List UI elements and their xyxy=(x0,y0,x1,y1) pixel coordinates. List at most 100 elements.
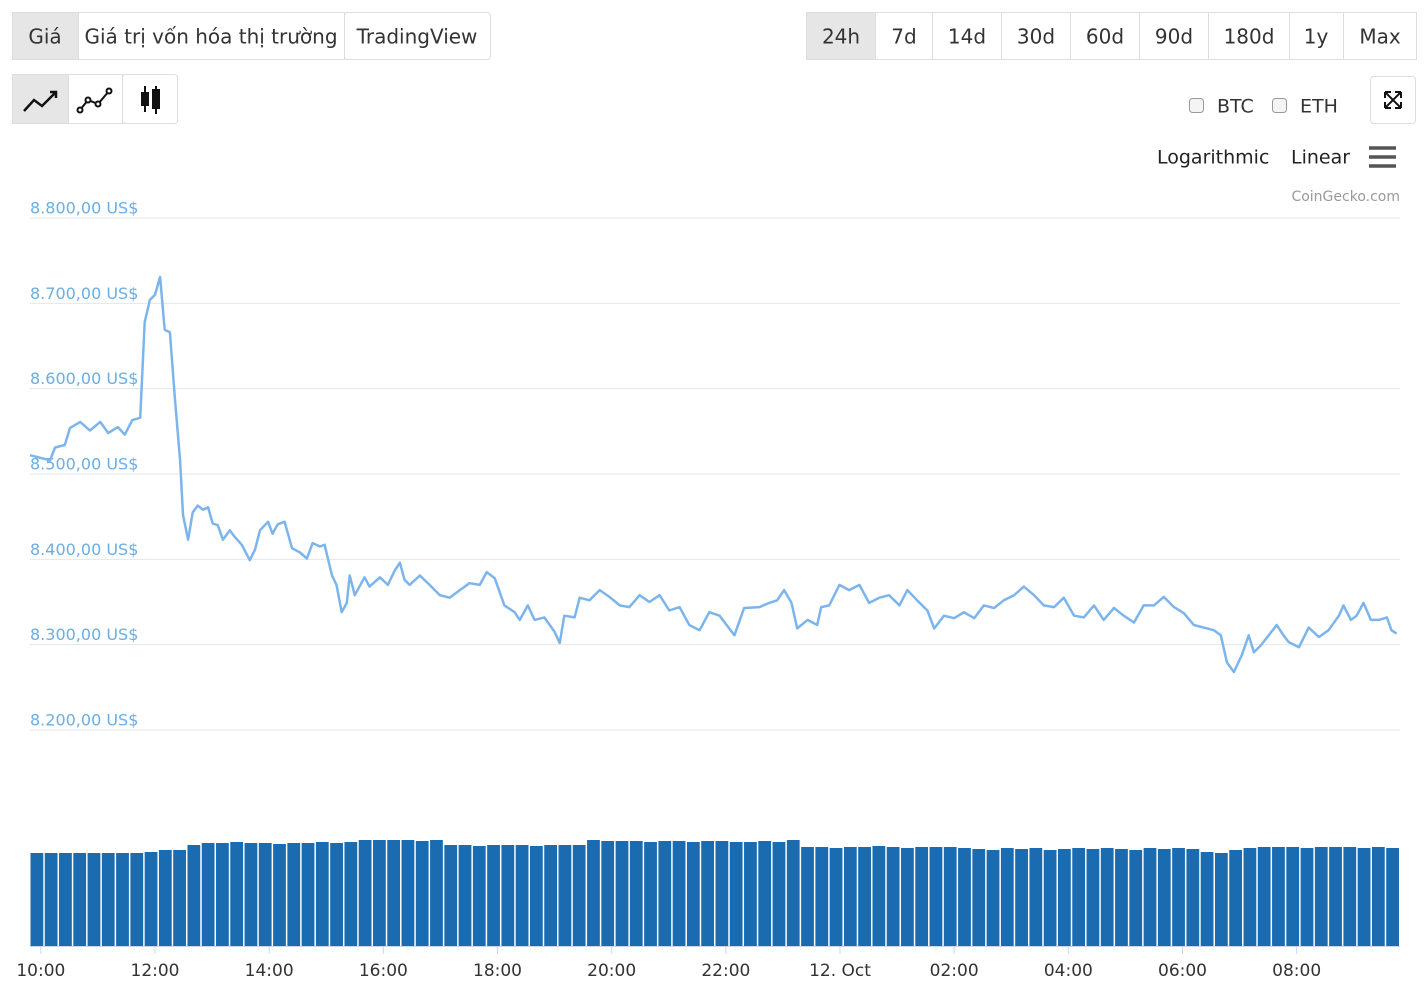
volume-bar xyxy=(529,846,543,946)
volume-bar xyxy=(1143,848,1157,946)
volume-bar xyxy=(1200,852,1214,946)
tab-button[interactable] xyxy=(344,12,491,60)
range-button[interactable] xyxy=(875,12,933,60)
checkbox[interactable] xyxy=(1272,98,1287,113)
volume-bar xyxy=(972,849,986,946)
volume-bar xyxy=(1058,849,1071,946)
tab-button[interactable] xyxy=(12,12,79,60)
volume-bar xyxy=(701,841,714,946)
range-label: 7d xyxy=(891,25,916,49)
volume-bar xyxy=(1300,848,1314,946)
range-button[interactable] xyxy=(1289,12,1344,60)
volume-bar xyxy=(672,841,686,946)
volume-bar xyxy=(30,853,44,946)
plot: 8.800,00 US$ 8.700,00 US$ 8.600,00 US$ 8.50… xyxy=(16,199,1400,981)
range-label: 90d xyxy=(1155,25,1193,49)
volume-bar xyxy=(744,842,757,946)
volume-bar xyxy=(1072,848,1086,946)
volume-bar xyxy=(729,842,743,946)
volume-bar xyxy=(943,847,957,946)
range-label: 14d xyxy=(948,25,986,49)
x-tick-label: 10:00 xyxy=(16,961,65,981)
volume-bar xyxy=(929,847,943,946)
candle-icon xyxy=(141,86,160,114)
volume-bar xyxy=(1157,849,1171,946)
range-button[interactable] xyxy=(932,12,1002,60)
volume-bar xyxy=(587,840,600,946)
y-tick-label: 8.700,00 US$ xyxy=(30,284,138,303)
volume-bar xyxy=(1115,849,1128,946)
volume-bar xyxy=(815,847,829,946)
volume-bar xyxy=(472,846,486,946)
range-label: 180d xyxy=(1224,25,1275,49)
volume-bar xyxy=(1214,853,1228,946)
range-label: 30d xyxy=(1017,25,1055,49)
chart-type-button[interactable] xyxy=(68,74,123,124)
volume-bar xyxy=(1186,849,1200,946)
chart-type-button[interactable] xyxy=(122,74,178,124)
x-tick-label: 14:00 xyxy=(245,961,294,981)
volume-bar xyxy=(615,841,629,946)
scale-option[interactable]: Logarithmic xyxy=(1157,147,1269,169)
x-tick-label: 12:00 xyxy=(131,961,180,981)
volume-bar xyxy=(158,850,172,946)
volume-bar xyxy=(786,840,800,946)
volume-bar xyxy=(1371,847,1385,946)
volume-bar xyxy=(1043,850,1057,946)
volume-bar xyxy=(1257,847,1271,946)
volume-bar xyxy=(201,843,215,946)
volume-bar xyxy=(187,845,201,946)
dot-line-icon xyxy=(79,90,110,111)
tab-button[interactable] xyxy=(78,12,345,60)
volume-bar xyxy=(772,842,786,946)
line-icon xyxy=(23,90,58,112)
x-tick-label: 22:00 xyxy=(701,961,750,981)
range-label: 24h xyxy=(822,25,860,49)
y-tick-label: 8.200,00 US$ xyxy=(30,711,138,730)
checkbox-label: ETH xyxy=(1300,96,1338,118)
volume-bar xyxy=(801,847,814,946)
range-button[interactable] xyxy=(806,12,876,60)
checkbox-label: BTC xyxy=(1217,96,1254,118)
chart-type-button[interactable] xyxy=(12,74,69,124)
scale-option[interactable]: Linear xyxy=(1291,147,1350,169)
volume-bar xyxy=(872,846,886,946)
volume-bar xyxy=(1086,849,1100,946)
range-button[interactable] xyxy=(1001,12,1071,60)
range-label: 1y xyxy=(1304,25,1329,49)
volume-bar xyxy=(430,840,443,946)
volume-bar xyxy=(644,842,657,946)
dot-line-icon-dots xyxy=(76,87,113,114)
volume-bar xyxy=(401,840,415,946)
volume-bar xyxy=(330,843,343,946)
volume-bar xyxy=(458,845,472,946)
volume-bar xyxy=(558,845,572,946)
volume-bar xyxy=(886,847,900,946)
volume-bar xyxy=(1100,848,1114,946)
y-tick-label: 8.800,00 US$ xyxy=(30,199,138,218)
volume-bar xyxy=(44,853,58,946)
y-tick-label: 8.600,00 US$ xyxy=(30,369,138,388)
volume-bar xyxy=(1343,847,1357,946)
volume-bar xyxy=(843,847,857,946)
volume-bar xyxy=(515,845,529,946)
volume-bar xyxy=(59,853,72,946)
volume-bar xyxy=(258,843,272,946)
volume-bar xyxy=(73,853,87,946)
y-tick-label: 8.400,00 US$ xyxy=(30,540,138,559)
volume-bar xyxy=(216,843,229,946)
range-button[interactable] xyxy=(1208,12,1290,60)
volume-bar xyxy=(358,840,372,946)
range-button[interactable] xyxy=(1343,12,1417,60)
volume-bar xyxy=(986,850,1000,946)
checkbox[interactable] xyxy=(1189,98,1204,113)
range-button[interactable] xyxy=(1139,12,1209,60)
volume-bar xyxy=(315,842,329,946)
x-tick-label: 20:00 xyxy=(587,961,636,981)
volume-bar xyxy=(572,845,586,946)
volume-bar xyxy=(601,841,615,946)
volume-bar xyxy=(829,848,843,946)
menu-icon[interactable] xyxy=(1369,146,1396,168)
fullscreen-icon xyxy=(1384,91,1402,109)
